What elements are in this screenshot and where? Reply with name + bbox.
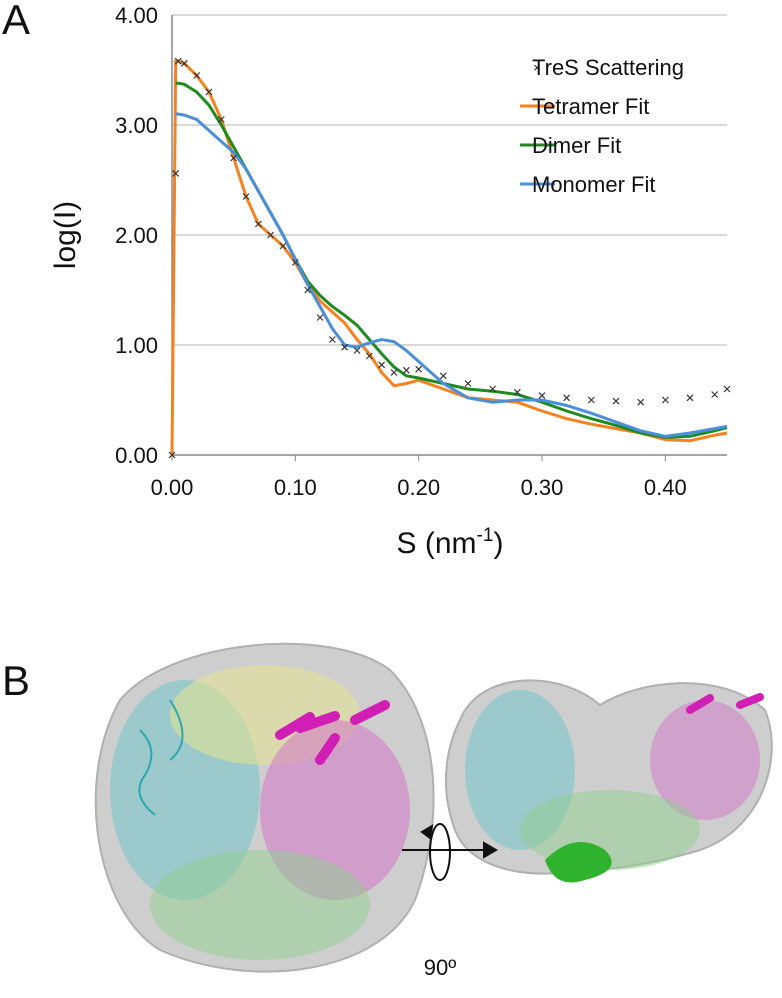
scatter-point — [538, 392, 546, 400]
x-tick-label: 0.00 — [151, 475, 194, 500]
scatter-point — [390, 369, 398, 376]
rotation-label: 90º — [424, 955, 457, 980]
x-label-text: S (nm — [397, 527, 477, 560]
scatter-point — [217, 116, 225, 123]
scatter-point — [686, 394, 694, 402]
scatter-point — [464, 380, 472, 387]
scatter-point — [612, 397, 620, 405]
y-tick-label: 4.00 — [115, 3, 158, 28]
fit-line — [175, 81, 728, 439]
scatter-point — [230, 154, 238, 162]
scatter-point — [267, 231, 275, 239]
x-tick-label: 0.30 — [521, 475, 564, 500]
scatter-point — [180, 59, 188, 67]
x-label-sup: -1 — [477, 525, 494, 546]
scatter-point — [489, 385, 497, 393]
x-tick-label: 0.40 — [644, 475, 687, 500]
structure-right — [445, 679, 773, 883]
x-tick-label: 0.20 — [397, 475, 440, 500]
x-tick-label: 0.10 — [274, 475, 317, 500]
scatter-point — [254, 220, 262, 228]
rotation-arrow — [402, 823, 498, 881]
scatter-point — [563, 394, 571, 402]
scatter-point — [513, 388, 521, 396]
legend-label: Monomer Fit — [532, 172, 655, 197]
scatter-point — [291, 259, 299, 266]
fit-line — [170, 59, 728, 456]
panel-label: A — [2, 0, 30, 43]
scatter-point — [304, 286, 312, 294]
y-tick-label: 1.00 — [115, 333, 158, 358]
panel-label: B — [2, 657, 30, 704]
scatter-point — [205, 88, 213, 96]
y-tick-label: 2.00 — [115, 223, 158, 248]
scatter-point — [415, 365, 423, 373]
scatter-point — [637, 398, 645, 406]
scatter-point — [168, 451, 176, 459]
scatter-point — [242, 193, 250, 200]
structure-left — [94, 642, 435, 973]
scatter-point — [279, 242, 287, 250]
scatter-point — [402, 366, 410, 374]
scatter-point — [439, 372, 447, 380]
x-label-text: ) — [493, 527, 503, 560]
legend-marker: × — [533, 60, 541, 75]
scatter-point — [723, 385, 731, 393]
legend-label: Tetramer Fit — [532, 94, 649, 119]
scatter-point — [341, 343, 349, 351]
legend-label: TreS Scattering — [532, 55, 684, 80]
scatter-point — [193, 72, 201, 79]
fit-line — [175, 112, 728, 438]
y-tick-label: 0.00 — [115, 443, 158, 468]
x-axis-label: S (nm-1) — [397, 525, 504, 560]
scatter-point — [661, 396, 669, 404]
scatter-point — [365, 352, 373, 360]
scatter-point — [587, 396, 595, 404]
y-axis-label: log(I) — [49, 201, 82, 269]
y-tick-label: 3.00 — [115, 113, 158, 138]
scatter-point — [172, 169, 180, 177]
scatter-point — [316, 314, 324, 321]
scatter-point — [174, 57, 182, 65]
scatter-point — [328, 336, 336, 343]
legend-label: Dimer Fit — [532, 133, 621, 158]
scatter-point — [378, 361, 386, 369]
scatter-point — [711, 391, 719, 398]
scatter-point — [353, 347, 361, 354]
